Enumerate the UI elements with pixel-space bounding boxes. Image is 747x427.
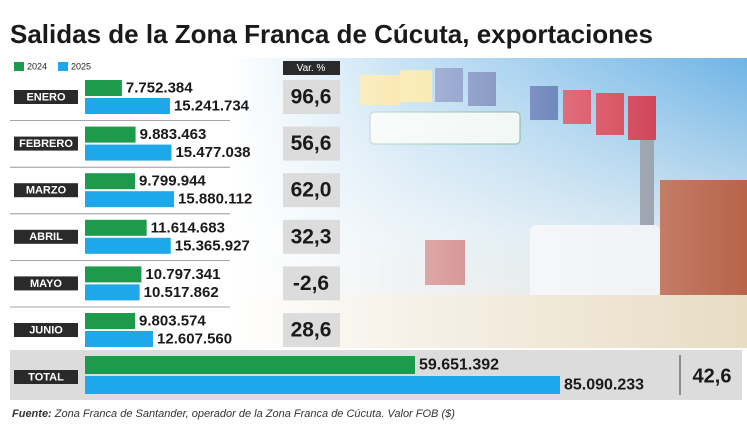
legend-label: 2025 <box>71 61 91 71</box>
bar <box>85 98 170 114</box>
category-label: ABRIL <box>29 231 63 243</box>
var-box <box>283 173 340 208</box>
value-label: 11.614.683 <box>151 219 225 236</box>
bar <box>85 191 175 208</box>
var-box <box>283 80 340 114</box>
value-label: 9.799.944 <box>139 173 206 190</box>
value-label: 15.365.927 <box>175 237 250 254</box>
legend-swatch <box>14 62 24 71</box>
source: Fuente: Zona Franca de Santander, operad… <box>12 408 455 420</box>
var-header-box <box>283 61 340 75</box>
var-label: 62,0 <box>291 179 332 202</box>
var-box <box>283 126 340 161</box>
bar <box>85 313 136 329</box>
total-bar <box>85 376 560 394</box>
var-box <box>283 313 340 347</box>
var-header: Var. % <box>297 63 326 74</box>
category-box <box>14 229 78 244</box>
legend-swatch <box>58 62 68 71</box>
bar <box>85 144 172 161</box>
category-box <box>14 183 78 198</box>
var-label: 32,3 <box>291 225 332 248</box>
category-label: TOTAL <box>28 371 64 383</box>
var-label: 56,6 <box>291 132 332 155</box>
category-label: MARZO <box>26 185 67 197</box>
value-label: 12.607.560 <box>157 330 232 347</box>
bar <box>85 219 147 236</box>
var-box <box>283 219 340 254</box>
category-label: FEBRERO <box>19 138 73 150</box>
category-label: ENERO <box>26 91 66 103</box>
value-label: 10.517.862 <box>144 284 219 301</box>
value-label: 15.477.038 <box>175 144 250 161</box>
value-label: 15.880.112 <box>178 191 252 208</box>
bar <box>85 173 136 190</box>
value-label: 7.752.384 <box>126 79 193 96</box>
total-value-label: 59.651.392 <box>419 357 499 374</box>
total-bar <box>85 356 415 374</box>
value-label: 9.883.463 <box>140 126 207 143</box>
var-label: 96,6 <box>291 86 332 109</box>
category-label: MAYO <box>30 278 62 290</box>
legend-label: 2024 <box>27 61 47 71</box>
bar <box>85 284 140 301</box>
total-value-label: 85.090.233 <box>564 377 644 394</box>
total-var-label: 42,6 <box>693 365 732 387</box>
var-label: 28,6 <box>291 319 332 342</box>
bar <box>85 126 136 143</box>
source-text: Zona Franca de Santander, operador de la… <box>54 408 455 420</box>
value-label: 9.803.574 <box>139 312 206 329</box>
category-box <box>14 90 78 104</box>
source-label: Fuente: <box>12 408 52 420</box>
category-box <box>14 370 78 384</box>
category-box <box>14 323 78 337</box>
chart-title: Salidas de la Zona Franca de Cúcuta, exp… <box>10 19 653 49</box>
bar <box>85 266 142 283</box>
value-label: 10.797.341 <box>145 266 220 283</box>
var-box <box>283 266 340 301</box>
bar <box>85 237 171 254</box>
bar <box>85 80 122 96</box>
category-label: JUNIO <box>29 324 63 336</box>
bar <box>85 331 154 347</box>
category-box <box>14 136 78 151</box>
value-label: 15.241.734 <box>174 97 250 114</box>
category-box <box>14 276 78 291</box>
var-label: -2,6 <box>293 272 329 295</box>
